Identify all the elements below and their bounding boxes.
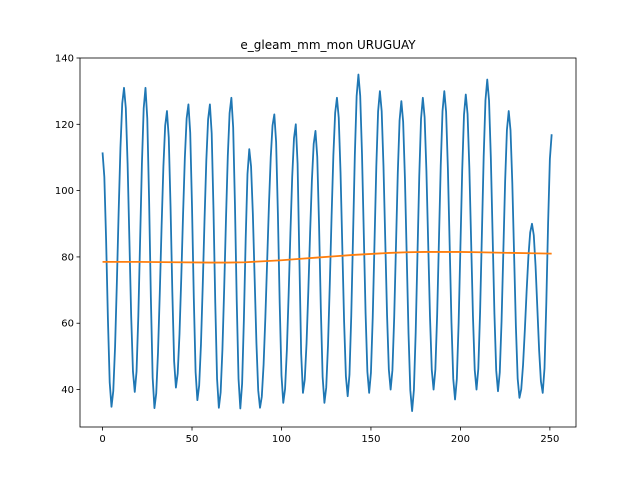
x-tick-label: 250 — [540, 434, 559, 445]
chart-title: e_gleam_mm_mon URUGUAY — [240, 38, 416, 52]
y-tick-label: 140 — [55, 54, 74, 65]
y-tick-label: 80 — [61, 252, 74, 263]
plot-series — [101, 73, 553, 412]
plot-frame — [79, 57, 577, 428]
series-line-trend — [102, 251, 552, 264]
y-tick-label: 40 — [61, 385, 74, 396]
series-line-monthly — [101, 73, 553, 412]
y-tick-label: 100 — [55, 186, 74, 197]
x-tick-label: 0 — [99, 434, 105, 445]
x-tick-label: 150 — [361, 434, 380, 445]
y-tick-label: 120 — [55, 120, 74, 131]
y-axis: 40 60 80 100 120 140 — [55, 54, 80, 396]
x-axis: 0 50 100 150 200 250 — [99, 427, 559, 445]
x-tick-label: 50 — [186, 434, 199, 445]
x-tick-label: 100 — [272, 434, 291, 445]
x-tick-label: 200 — [451, 434, 470, 445]
y-tick-label: 60 — [61, 319, 74, 330]
